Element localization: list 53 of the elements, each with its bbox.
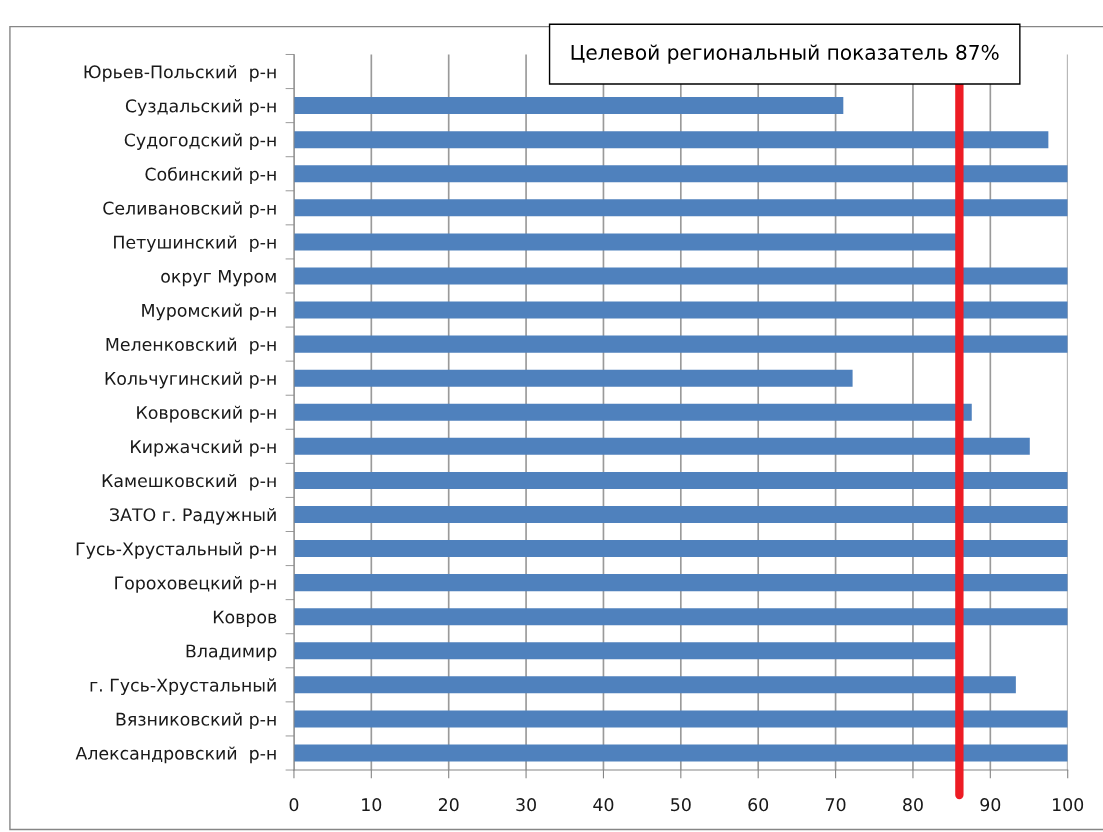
bar <box>293 199 1068 217</box>
x-tick-label: 40 <box>593 798 614 812</box>
y-tick-label: Юрьев-Польский р-н <box>84 65 276 82</box>
bar <box>293 744 1068 762</box>
bar <box>293 505 1068 523</box>
bar <box>293 165 1068 183</box>
y-tick-label: Ковров <box>213 610 277 627</box>
x-tick-label: 0 <box>289 798 299 812</box>
y-tick-label: Киржачский р-н <box>131 439 276 457</box>
x-tick-label: 20 <box>438 798 459 812</box>
x-tick-label: 50 <box>671 798 691 812</box>
y-tick-label: Селивановский р-н <box>103 201 276 219</box>
y-tick-label: Гороховецкий р-н <box>115 576 276 593</box>
bar <box>293 403 972 421</box>
y-tick-label: Вязниковский р-н <box>116 712 276 730</box>
bar <box>293 676 1016 694</box>
bar <box>293 301 1068 319</box>
y-tick-label: Судогодский р-н <box>124 133 276 150</box>
bar <box>293 437 1030 455</box>
y-tick-label: Гусь-Хрустальный р-н <box>76 542 276 559</box>
bar <box>293 608 1068 626</box>
bar <box>293 233 958 251</box>
bar <box>293 471 1068 489</box>
bar <box>293 97 844 115</box>
x-tick-label: 100 <box>1053 798 1084 812</box>
bar <box>293 335 1068 353</box>
y-tick-label: Кольчугинский р-н <box>105 371 276 389</box>
x-tick-label: 70 <box>825 798 846 812</box>
y-tick-label: Суздальский р-н <box>125 99 276 116</box>
y-tick-label: Ковровский р-н <box>137 405 276 423</box>
y-tick-label: Петушинский р-н <box>114 235 276 253</box>
x-tick-label: 90 <box>980 798 1001 812</box>
y-tick-label: округ Муром <box>161 269 276 287</box>
x-tick-label: 60 <box>748 798 769 812</box>
bar <box>293 574 1068 592</box>
bar <box>293 642 958 660</box>
y-tick-label: ЗАТО г. Радужный <box>110 507 276 525</box>
bar <box>293 267 1068 285</box>
ref-line-label: Целевой региональный показатель 87% <box>571 44 999 64</box>
y-tick-label: Меленковский р-н <box>106 337 276 355</box>
bar <box>293 369 853 387</box>
bar <box>293 540 1068 558</box>
y-tick-label: Владимир <box>186 644 277 661</box>
y-tick-label: Собинский р-н <box>145 167 276 185</box>
y-tick-label: Камешковский р-н <box>102 473 276 491</box>
x-tick-label: 10 <box>362 798 382 812</box>
x-tick-label: 80 <box>903 798 923 812</box>
bar <box>293 710 1068 728</box>
y-tick-label: Муромский р-н <box>142 303 276 321</box>
x-tick-label: 30 <box>516 798 536 812</box>
y-tick-label: Александровский р-н <box>75 746 276 764</box>
bar <box>293 131 1049 149</box>
y-tick-label: г. Гусь-Хрустальный <box>90 678 276 696</box>
